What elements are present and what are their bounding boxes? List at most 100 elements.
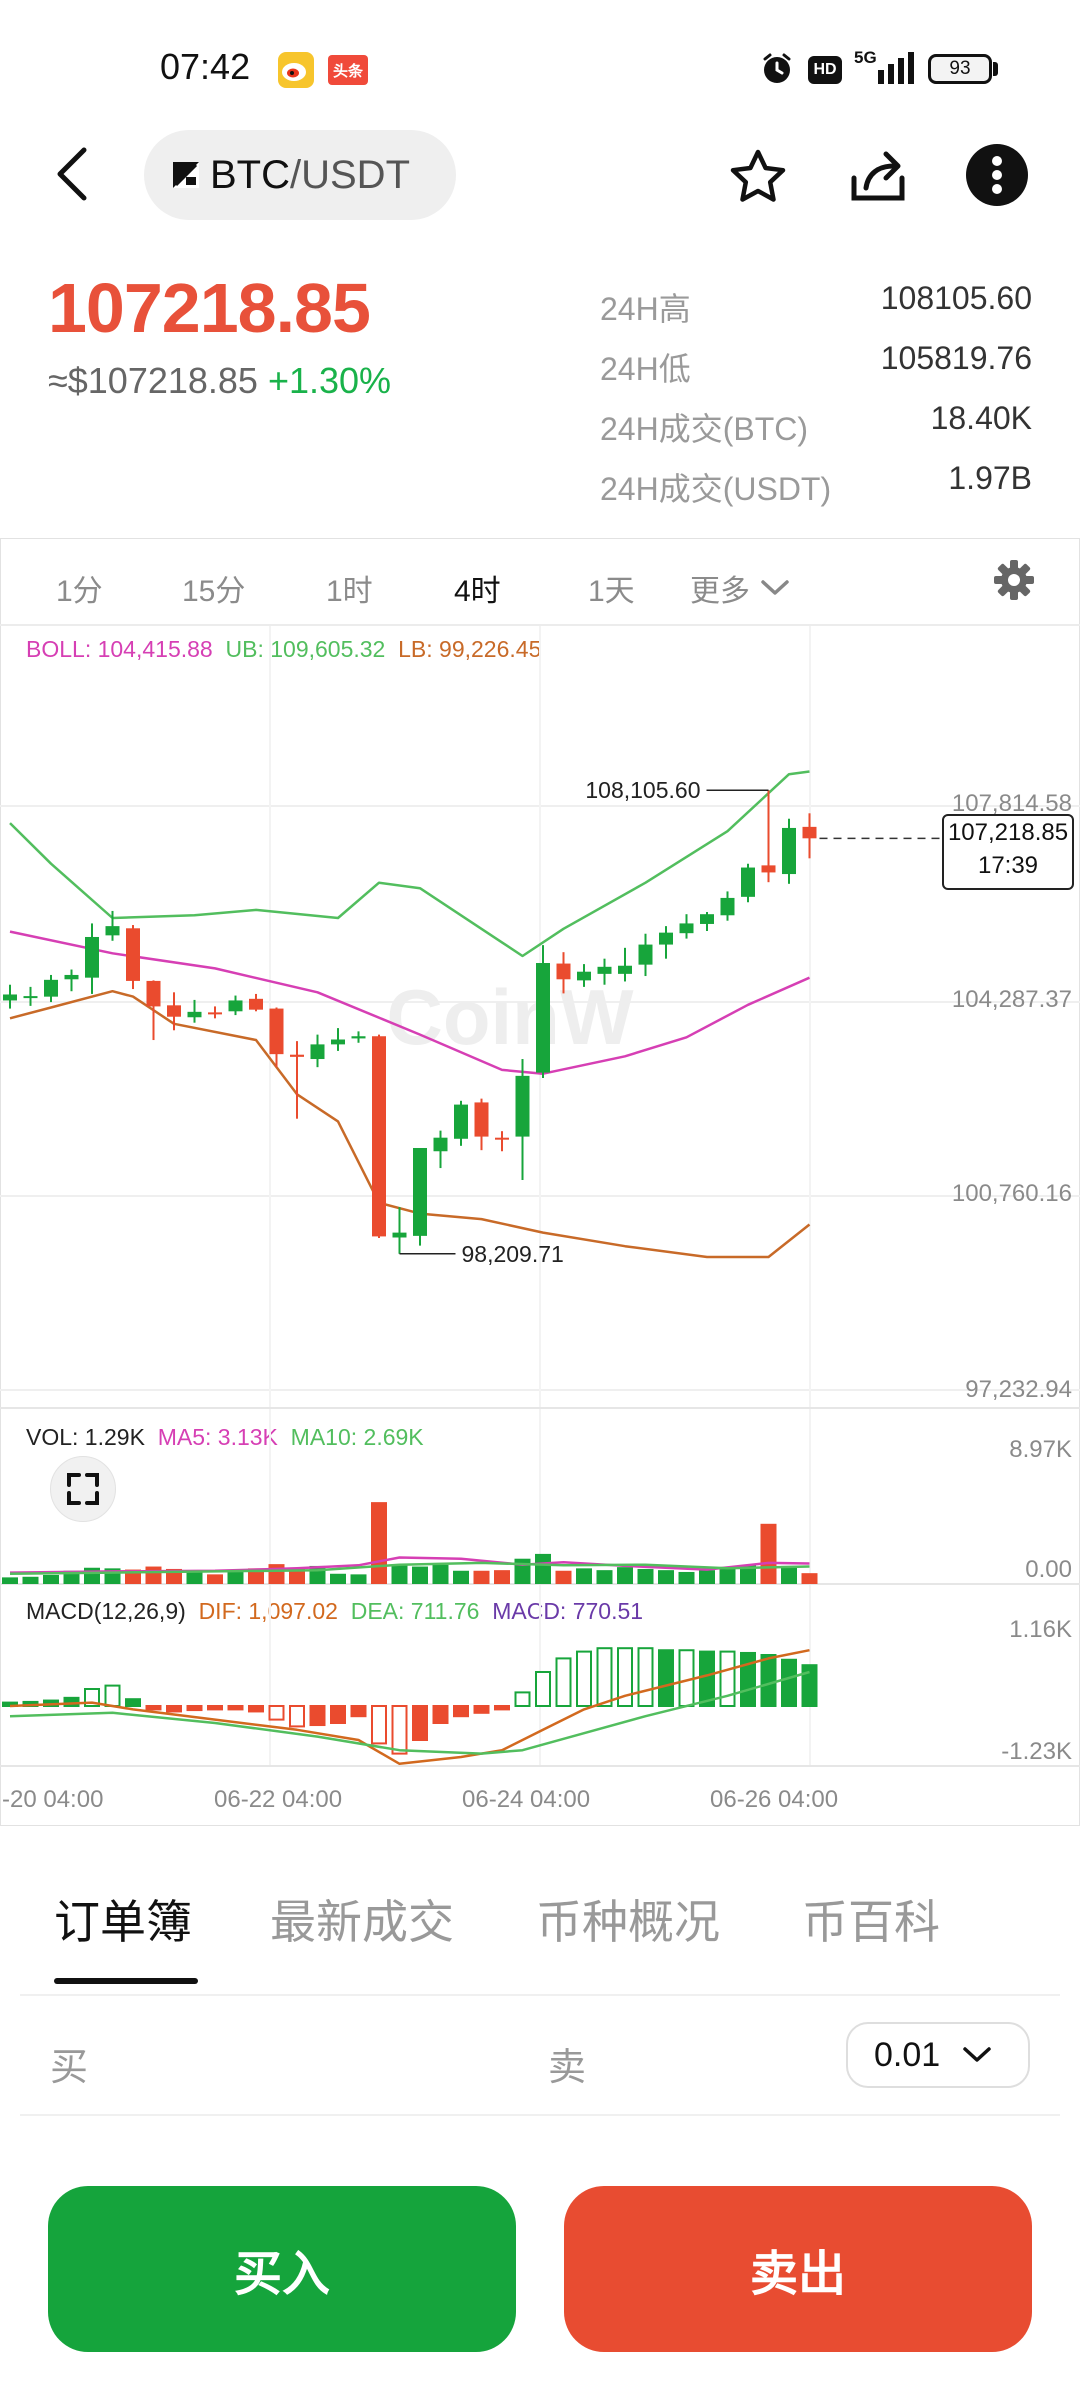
back-button[interactable] [48, 144, 98, 204]
timeframe-4h[interactable]: 4时 [454, 575, 501, 608]
macd-histogram-bar [391, 1705, 408, 1755]
coinw-watermark: CoinW [387, 973, 634, 1061]
high-marker-label: 108,105.60 [585, 777, 700, 803]
timeframe-1h[interactable]: 1时 [326, 575, 373, 608]
candle-body [536, 963, 550, 1073]
macd-histogram-bar [637, 1647, 654, 1708]
volume-bar [719, 1568, 736, 1584]
sell-button[interactable]: 卖出 [564, 2186, 1032, 2352]
candle-body [208, 1012, 222, 1015]
macd-histogram-bar [268, 1705, 285, 1721]
macd-histogram-bar [186, 1705, 203, 1712]
candle [105, 910, 120, 941]
candle [761, 790, 776, 883]
candle [802, 813, 817, 859]
tab-coin-wiki[interactable]: 币百科 [802, 1896, 940, 1948]
sell-button-label: 卖出 [749, 2248, 846, 2301]
price-axis-label-3: 100,760.16 [951, 1180, 1072, 1207]
volume-bar [207, 1574, 223, 1584]
more-menu-button[interactable] [966, 144, 1028, 206]
tab-coin-overview[interactable]: 币种概况 [536, 1896, 720, 1948]
volume-bar [801, 1573, 818, 1584]
candle [249, 993, 263, 1012]
candle [536, 945, 550, 1079]
macd-histogram-bar [125, 1698, 141, 1707]
macd-histogram-bar [166, 1705, 182, 1713]
candle-body [105, 926, 120, 936]
macd-histogram-bar [596, 1647, 613, 1708]
macd-histogram-bar [330, 1705, 346, 1724]
candle [618, 947, 632, 982]
macd-histogram-bar [453, 1705, 469, 1718]
boll-legend: BOLL: 104,415.88 UB: 109,605.32 LB: 99,2… [26, 636, 541, 663]
signal-icon [878, 52, 916, 91]
favorite-star-icon[interactable] [728, 148, 788, 211]
pair-selector[interactable]: BTC/USDT [144, 130, 456, 220]
candle-body [556, 963, 571, 980]
timeframe-1d[interactable]: 1天 [588, 575, 635, 608]
hd-text: HD [813, 61, 837, 78]
macd-histogram-bar [555, 1657, 572, 1708]
current-price-value: 107,218.85 [947, 819, 1069, 846]
precision-value: 0.01 [874, 2035, 941, 2074]
timeframe-15m[interactable]: 15分 [182, 575, 246, 608]
fullscreen-button[interactable] [50, 1456, 116, 1522]
volume-bar [781, 1565, 797, 1584]
tab-order-book[interactable]: 订单簿 [54, 1896, 192, 1948]
candle [331, 1028, 345, 1051]
low-marker-label: 98,209.71 [462, 1241, 564, 1267]
precision-select[interactable]: 0.01 [846, 2022, 1030, 2088]
vol-value: VOL: 1.29K [26, 1424, 145, 1450]
volume-bar [227, 1571, 244, 1584]
change-percent: +1.30% [267, 360, 392, 401]
candle [597, 958, 612, 985]
candle-body [187, 1011, 202, 1018]
volume-bar [658, 1570, 674, 1584]
candle-body [700, 914, 714, 924]
vol-axis-max: 8.97K [1009, 1436, 1072, 1463]
volume-bar [350, 1574, 367, 1584]
volume-bar [371, 1502, 387, 1584]
macd-dea-line [9, 1670, 810, 1755]
volume-bar [2, 1577, 18, 1584]
macd-histogram-bar [207, 1705, 223, 1711]
timeframe-more[interactable]: 更多 [690, 566, 790, 610]
orderbook-sell-label: 卖 [548, 2047, 587, 2089]
share-icon[interactable] [848, 144, 908, 209]
volume-bar [494, 1570, 510, 1584]
candle [372, 1034, 386, 1239]
candle-body [720, 897, 735, 916]
buy-button[interactable]: 买入 [48, 2186, 516, 2352]
candle-body [290, 1054, 304, 1057]
volume-bar [473, 1570, 490, 1584]
candle [228, 995, 243, 1016]
kline-chart[interactable]: CoinW 108,105.60 98,209.71 [0, 626, 1080, 1826]
candle-body [597, 966, 612, 974]
volume-bar [535, 1553, 551, 1584]
candle [146, 980, 161, 1041]
last-price: 107218.85 [48, 269, 371, 347]
stat-label-vol-usdt: 24H成交(USDT) [600, 471, 832, 507]
vol-legend: VOL: 1.29K MA5: 3.13K MA10: 2.69K [26, 1424, 424, 1451]
timeframe-1m[interactable]: 1分 [56, 575, 103, 608]
battery-icon: 93 [928, 54, 992, 84]
vol-ma10-value: MA10: 2.69K [290, 1424, 424, 1450]
candle-body [577, 971, 591, 981]
candle-body [761, 865, 776, 873]
candle [413, 1147, 427, 1246]
volume-bar [84, 1567, 100, 1584]
macd-histogram-bar [432, 1705, 449, 1724]
candle [659, 926, 673, 959]
chevron-down-icon [963, 2047, 991, 2062]
volume-bar [576, 1568, 592, 1584]
candle-body [741, 867, 755, 897]
lb-value: LB: 99,226.45 [398, 636, 542, 662]
macd-value: MACD: 770.51 [492, 1598, 644, 1624]
vol-ma5-value: MA5: 3.13K [157, 1424, 278, 1450]
tab-latest-trades[interactable]: 最新成交 [270, 1896, 454, 1948]
pair-quote: /USDT [290, 152, 410, 197]
chart-settings-gear-icon[interactable] [992, 558, 1036, 607]
boll-lower-line [9, 989, 811, 1259]
candle-body [454, 1104, 468, 1139]
macd-histogram-bar [227, 1705, 244, 1711]
